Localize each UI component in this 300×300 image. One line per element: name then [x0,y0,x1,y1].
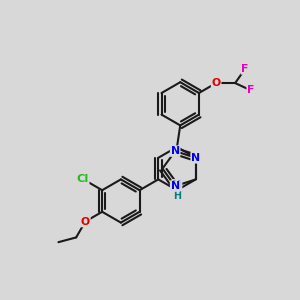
Text: O: O [212,78,221,88]
Text: N: N [171,146,180,156]
Text: O: O [81,217,90,226]
Text: F: F [247,85,254,95]
Text: N: N [171,181,180,191]
Text: F: F [242,64,249,74]
Text: Cl: Cl [76,174,89,184]
Text: H: H [173,190,181,201]
Text: N: N [191,153,200,163]
Text: N: N [172,180,182,190]
